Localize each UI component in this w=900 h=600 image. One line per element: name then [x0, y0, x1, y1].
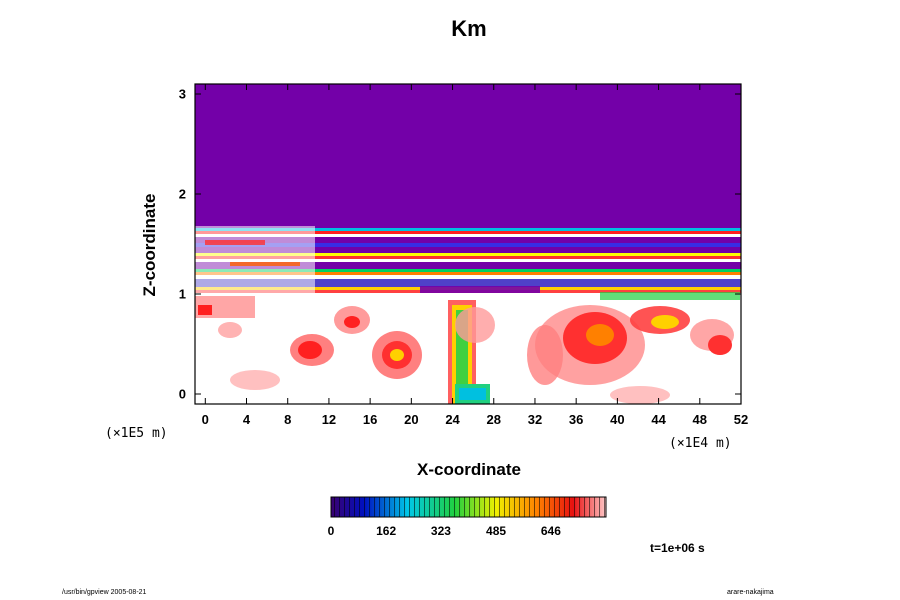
- x-tick-label: 32: [527, 412, 543, 427]
- x-tick-label: 24: [445, 412, 460, 427]
- colorbar-tick-label: 323: [430, 524, 451, 538]
- x-tick-label: 36: [568, 412, 584, 427]
- y-tick-label: 2: [178, 186, 186, 202]
- x-tick-label: 52: [733, 412, 749, 427]
- time-label: t=1e+06 s: [650, 541, 705, 555]
- plot-frame: [194, 83, 742, 405]
- colorbar-tick-label: 485: [486, 524, 507, 538]
- x-tick-label: 0: [201, 412, 209, 427]
- y-scale-note: (×1E5 m): [105, 426, 168, 441]
- x-scale-note: (×1E4 m): [669, 436, 732, 451]
- x-tick-label: 4: [242, 412, 251, 427]
- x-tick-label: 8: [284, 412, 292, 427]
- footer-left: /usr/bin/gpview 2005-08-21: [62, 589, 147, 596]
- x-tick-marks: [204, 84, 742, 404]
- heatmap-field: [195, 84, 741, 404]
- x-axis-label: X-coordinate: [417, 460, 521, 479]
- convective-structures: [195, 296, 734, 404]
- heatmap-upper-region: [195, 84, 741, 232]
- y-axis-label: Z-coordinate: [140, 193, 159, 297]
- y-tick-label: 0: [178, 386, 186, 402]
- colorbar-tick-label: 646: [540, 524, 561, 538]
- x-tick-label: 12: [321, 412, 337, 427]
- turbulent-layer: [195, 226, 741, 300]
- x-tick-label: 16: [362, 412, 378, 427]
- footer-right: arare-nakajima: [727, 589, 774, 596]
- colorbar-frame: [330, 496, 607, 518]
- colorbar-segments: [331, 497, 606, 517]
- x-tick-label: 48: [692, 412, 708, 427]
- chart-title: Km: [451, 16, 487, 41]
- y-tick-label: 3: [178, 86, 186, 102]
- y-tick-label: 1: [178, 286, 186, 302]
- x-tick-label: 44: [651, 412, 666, 427]
- x-tick-label: 28: [486, 412, 501, 427]
- colorbar-tick-label: 162: [376, 524, 397, 538]
- colorbar-tick-label: 0: [327, 524, 335, 538]
- y-tick-marks: [195, 93, 741, 395]
- x-tick-label: 20: [404, 412, 419, 427]
- x-tick-label: 40: [610, 412, 625, 427]
